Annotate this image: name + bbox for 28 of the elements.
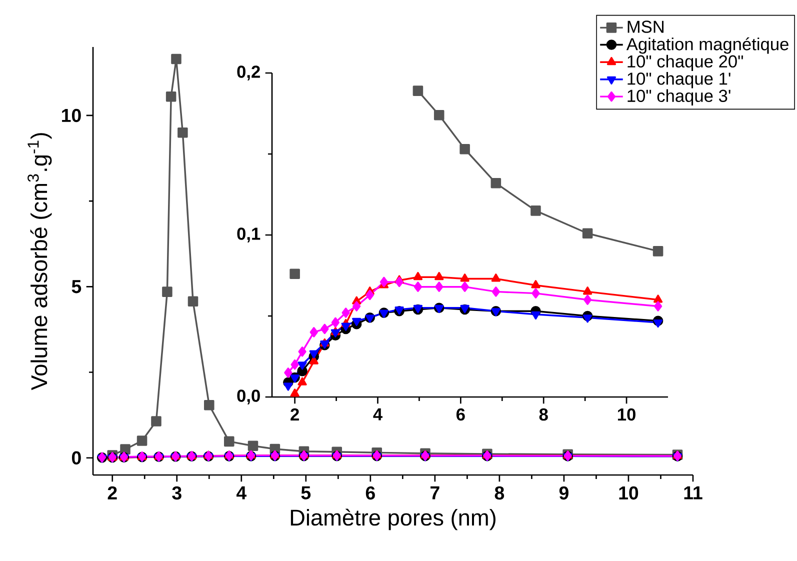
- y-axis-title: Volume adsorbé (cm$^{3}$.g$^{-1}$): [28, 133, 52, 390]
- x-tick-label: 7: [430, 486, 440, 500]
- x-tick-label: 8: [494, 486, 504, 500]
- x-tick-label: 10: [618, 408, 636, 421]
- legend-label: Agitation magnétique: [626, 37, 788, 54]
- x-axis-title: Diamètre pores (nm): [290, 508, 496, 530]
- x-tick-label: 4: [373, 408, 382, 420]
- x-tick-label: 6: [456, 408, 465, 421]
- legend-label: 10" chaque 20": [628, 54, 743, 71]
- x-tick-label: 3: [172, 486, 182, 500]
- x-tick-label: 8: [539, 408, 548, 421]
- x-tick-label: 9: [559, 486, 568, 500]
- y-tick-label: 0: [72, 451, 81, 464]
- y-tick-label: 10: [62, 108, 81, 122]
- y-tick-label: 0,1: [237, 228, 260, 242]
- x-tick-label: 2: [290, 408, 299, 420]
- y-tick-label: 0,0: [237, 390, 260, 404]
- legend-label: 10" chaque 3': [628, 89, 730, 106]
- y-tick-label: 5: [72, 280, 82, 294]
- x-tick-label: 4: [236, 486, 246, 500]
- x-tick-label: 2: [108, 486, 117, 500]
- legend-label: MSN: [628, 20, 664, 33]
- x-tick-label: 6: [366, 486, 375, 500]
- legend-label: 10" chaque 1': [628, 72, 730, 88]
- x-tick-label: 11: [684, 486, 702, 500]
- x-tick-label: 10: [619, 486, 638, 500]
- y-tick-label: 0,2: [237, 66, 260, 80]
- x-tick-label: 5: [301, 486, 311, 500]
